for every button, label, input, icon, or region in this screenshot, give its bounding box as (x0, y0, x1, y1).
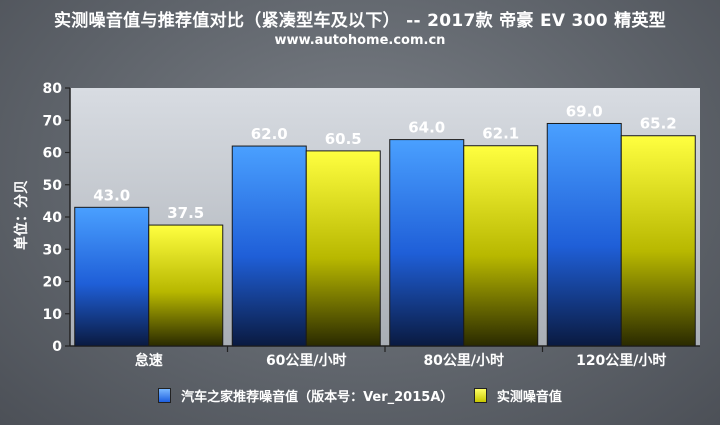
bar-s0-1 (231, 145, 307, 347)
y-tick-label-20: 20 (43, 275, 63, 291)
bar-s1-2 (463, 145, 539, 347)
legend-item-recommended: 汽车之家推荐噪音值（版本号：Ver_2015A） (158, 386, 453, 405)
bar-s1-3 (620, 135, 696, 347)
legend-label-measured: 实测噪音值 (496, 390, 562, 405)
x-tick-label-3: 120公里/小时 (576, 352, 666, 369)
chart-subtitle: www.autohome.com.cn (274, 33, 446, 48)
data-label-s1-2: 62.1 (482, 125, 519, 143)
y-tick-label-60: 60 (43, 146, 63, 162)
bar-s0-2 (389, 139, 465, 347)
data-label-s0-2: 64.0 (408, 119, 445, 137)
bar-s1-1 (305, 150, 381, 347)
y-tick-label-30: 30 (43, 242, 63, 258)
x-tick-label-2: 80公里/小时 (423, 352, 504, 369)
y-tick-label-70: 70 (43, 113, 63, 129)
y-tick-label-0: 0 (52, 339, 62, 355)
data-label-s1-3: 65.2 (640, 115, 677, 133)
legend-item-measured: 实测噪音值 (473, 386, 562, 405)
chart-title: 实测噪音值与推荐值对比（紧凑型车及以下） -- 2017款 帝豪 EV 300 … (53, 11, 667, 31)
x-tick-label-1: 60公里/小时 (266, 352, 347, 369)
data-label-s1-0: 37.5 (167, 204, 204, 222)
bar-s0-3 (546, 122, 622, 347)
legend-swatch-blue (158, 388, 172, 403)
x-tick-label-0: 怠速 (135, 352, 163, 369)
data-label-s0-0: 43.0 (93, 186, 130, 204)
legend-label-recommended: 汽车之家推荐噪音值（版本号：Ver_2015A） (181, 390, 454, 405)
data-label-s0-3: 69.0 (566, 102, 603, 120)
data-label-s0-1: 62.0 (251, 125, 288, 143)
y-axis-label: 单位：分贝 (13, 180, 30, 250)
y-tick-label-80: 80 (43, 81, 63, 97)
bar-s1-0 (148, 224, 224, 347)
y-tick-label-50: 50 (43, 178, 63, 194)
y-tick-label-40: 40 (43, 210, 63, 226)
legend-swatch-yellow (473, 388, 487, 403)
legend: 汽车之家推荐噪音值（版本号：Ver_2015A） 实测噪音值 (0, 386, 720, 405)
data-label-s1-1: 60.5 (325, 130, 362, 148)
bar-s0-0 (74, 206, 150, 347)
y-tick-label-10: 10 (43, 307, 63, 323)
